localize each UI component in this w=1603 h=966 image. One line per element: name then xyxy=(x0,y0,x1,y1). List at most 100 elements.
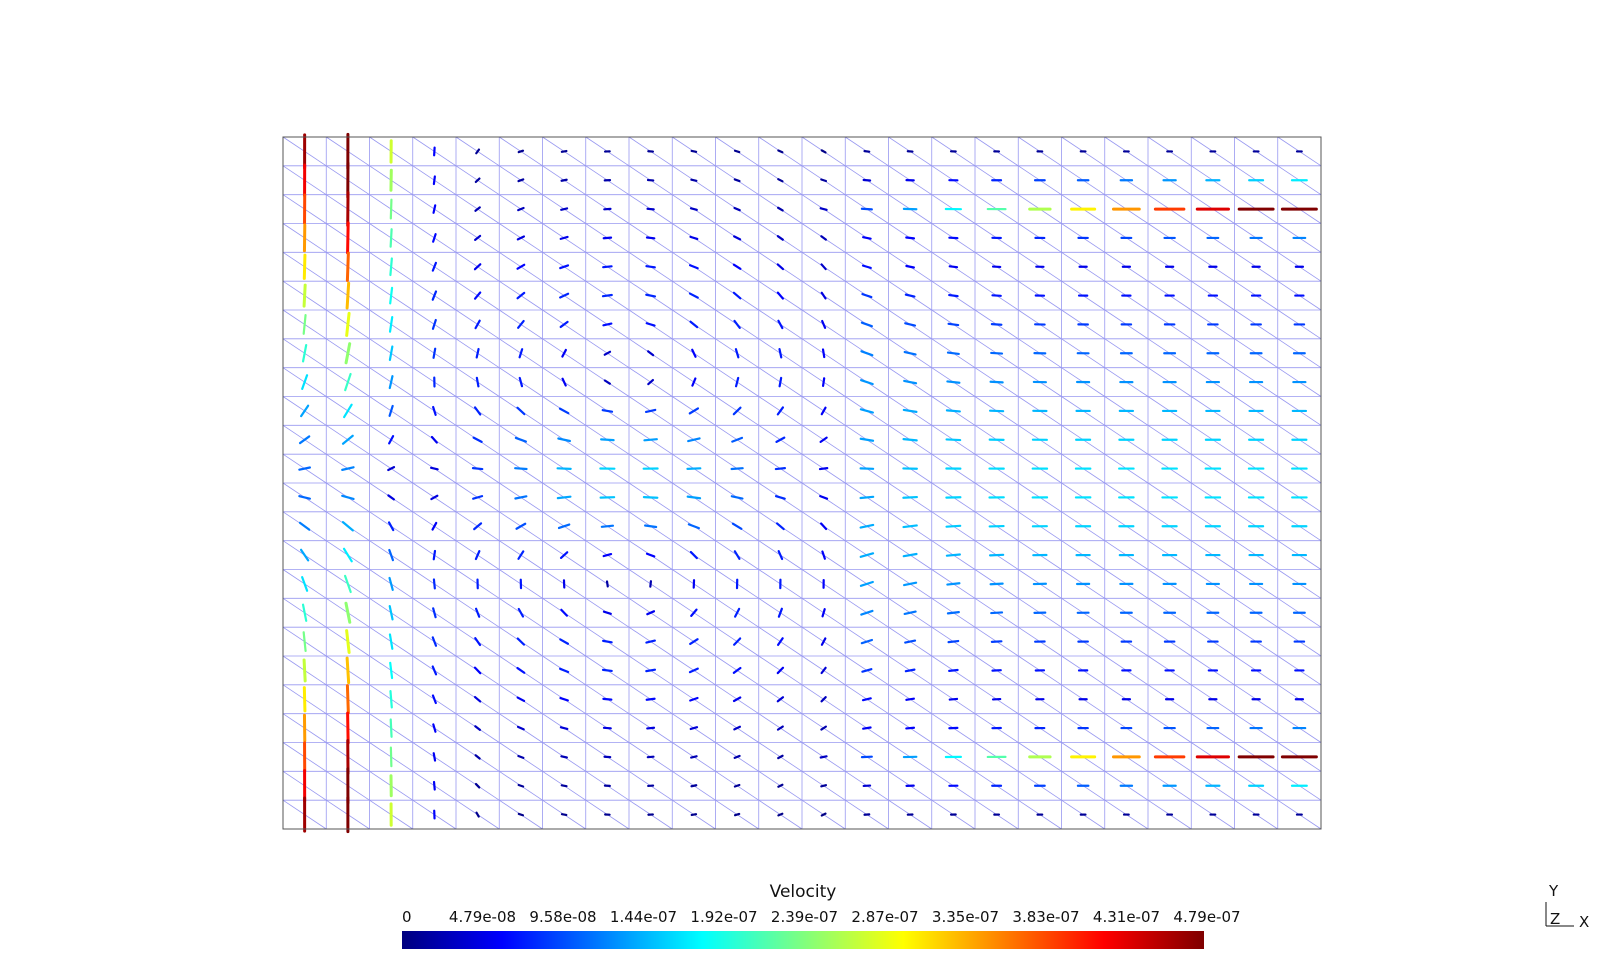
velocity-glyph xyxy=(776,637,784,647)
velocity-glyph xyxy=(602,552,613,558)
velocity-glyph xyxy=(559,638,570,645)
colorbar-ticks: 0 4.79e-08 9.58e-08 1.44e-07 1.92e-07 2.39e-0… xyxy=(402,908,1241,926)
velocity-glyph xyxy=(298,435,311,445)
colorbar-tick-label: 3.83e-07 xyxy=(1012,908,1079,926)
velocity-glyph xyxy=(859,580,874,587)
velocity-glyph xyxy=(301,374,309,390)
velocity-glyph xyxy=(903,350,917,356)
velocity-glyph xyxy=(388,404,394,417)
velocity-glyph xyxy=(820,696,827,703)
velocity-glyph xyxy=(515,522,527,530)
velocity-glyph xyxy=(732,696,742,703)
velocity-glyph xyxy=(341,466,355,471)
velocity-glyph xyxy=(388,345,394,362)
velocity-glyph xyxy=(556,467,572,470)
velocity-glyph xyxy=(516,291,526,300)
velocity-glyph xyxy=(733,725,742,731)
axis-x-label: X xyxy=(1579,913,1589,931)
velocity-glyph xyxy=(731,522,743,530)
velocity-glyph xyxy=(432,175,436,186)
velocity-glyph xyxy=(861,697,872,702)
velocity-glyph xyxy=(946,380,961,384)
velocity-glyph xyxy=(859,437,875,442)
velocity-glyph xyxy=(947,322,960,327)
velocity-glyph xyxy=(861,293,873,299)
velocity-glyph xyxy=(642,495,659,499)
velocity-glyph xyxy=(559,264,570,270)
velocity-glyph xyxy=(430,494,439,501)
velocity-glyph xyxy=(298,521,311,531)
velocity-glyph xyxy=(601,668,613,673)
colorbar-tick-label: 4.31e-07 xyxy=(1093,908,1160,926)
velocity-glyph xyxy=(603,350,612,356)
velocity-glyph xyxy=(344,342,352,365)
velocity-glyph xyxy=(388,633,394,650)
velocity-glyph xyxy=(948,697,959,701)
axis-y-label: Y xyxy=(1548,882,1559,900)
velocity-glyph xyxy=(776,406,785,416)
velocity-glyph xyxy=(734,607,741,618)
velocity-glyph xyxy=(432,578,436,590)
velocity-glyph xyxy=(429,466,439,471)
velocity-glyph xyxy=(431,318,437,330)
velocity-glyph xyxy=(687,437,701,443)
velocity-glyph xyxy=(302,631,307,652)
velocity-glyph xyxy=(646,610,656,616)
velocity-glyph xyxy=(776,666,785,675)
velocity-glyph xyxy=(473,666,482,675)
velocity-glyph xyxy=(860,350,874,357)
velocity-glyph xyxy=(302,283,307,308)
velocity-glyph xyxy=(776,696,785,703)
velocity-glyph xyxy=(776,725,784,731)
velocity-glyph xyxy=(862,236,872,240)
velocity-glyph xyxy=(387,466,396,472)
velocity-glyph xyxy=(734,348,740,359)
velocity-glyph xyxy=(862,726,872,730)
velocity-glyph xyxy=(645,322,656,327)
velocity-glyph xyxy=(388,435,395,445)
velocity-glyph xyxy=(389,198,393,220)
velocity-glyph xyxy=(432,405,437,416)
velocity-glyph xyxy=(690,755,698,759)
velocity-glyph xyxy=(473,291,482,300)
axis-z-label: Z xyxy=(1550,910,1560,928)
velocity-glyph xyxy=(298,495,312,500)
velocity-glyph xyxy=(514,495,528,500)
velocity-glyph xyxy=(341,494,355,501)
velocity-glyph xyxy=(820,784,828,788)
velocity-glyph xyxy=(343,574,352,594)
velocity-glyph xyxy=(859,408,874,414)
velocity-glyph xyxy=(302,658,307,683)
velocity-glyph xyxy=(733,149,741,154)
velocity-glyph xyxy=(516,637,526,646)
velocity-glyph xyxy=(602,265,613,269)
velocity-glyph xyxy=(432,549,437,561)
velocity-glyph xyxy=(473,406,482,416)
velocity-glyph xyxy=(689,638,699,646)
velocity-glyph xyxy=(733,754,741,759)
velocity-glyph xyxy=(560,149,568,153)
velocity-glyph xyxy=(430,435,438,444)
velocity-glyph xyxy=(345,684,350,715)
velocity-glyph xyxy=(474,177,481,184)
velocity-glyph xyxy=(432,723,437,733)
velocity-glyph xyxy=(777,178,784,183)
velocity-glyph xyxy=(691,377,697,387)
velocity-glyph xyxy=(688,407,700,415)
velocity-glyph xyxy=(518,376,524,388)
colorbar-tick-label: 9.58e-08 xyxy=(529,908,596,926)
velocity-glyph xyxy=(733,178,741,183)
velocity-glyph xyxy=(341,521,354,532)
velocity-glyph xyxy=(431,665,438,676)
velocity-glyph xyxy=(946,611,960,615)
velocity-glyph xyxy=(904,668,916,673)
velocity-glyph xyxy=(302,253,307,280)
velocity-glyph xyxy=(387,494,395,501)
velocity-glyph xyxy=(733,319,741,329)
velocity-glyph xyxy=(989,380,1004,384)
velocity-glyph xyxy=(820,637,827,646)
velocity-glyph xyxy=(560,178,568,182)
colorbar-tick-label: 0 xyxy=(402,908,412,926)
velocity-glyph xyxy=(903,379,918,385)
colorbar-bar xyxy=(402,931,1204,949)
